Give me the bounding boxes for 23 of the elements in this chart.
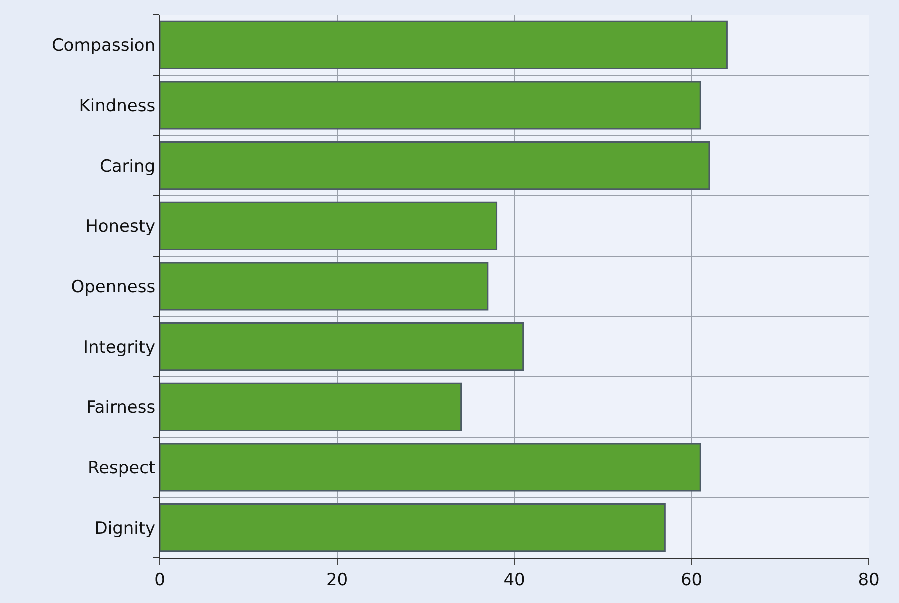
y-tick-label: Integrity <box>83 338 156 358</box>
x-tick-label: 60 <box>680 570 703 590</box>
y-tick-label: Caring <box>100 156 156 177</box>
y-tick-label: Honesty <box>86 217 156 238</box>
y-tick-label: Dignity <box>94 518 156 539</box>
bar <box>160 322 524 372</box>
x-tick-label: 80 <box>858 570 880 590</box>
y-tick-label: Kindness <box>79 96 156 116</box>
bar <box>160 20 728 70</box>
bar <box>160 443 702 492</box>
bar <box>160 202 498 250</box>
bar <box>160 262 489 311</box>
bar <box>160 382 462 432</box>
y-tick-label: Compassion <box>52 36 156 56</box>
bar <box>160 142 710 190</box>
y-tick-label: Fairness <box>86 398 156 418</box>
bar <box>160 504 666 552</box>
y-tick-label: Respect <box>88 458 156 478</box>
bar <box>160 81 702 130</box>
x-tick-label: 0 <box>154 570 166 590</box>
y-tick-label: Openness <box>71 277 156 298</box>
x-tick-label: 20 <box>326 570 348 590</box>
x-tick-label: 40 <box>504 570 526 590</box>
